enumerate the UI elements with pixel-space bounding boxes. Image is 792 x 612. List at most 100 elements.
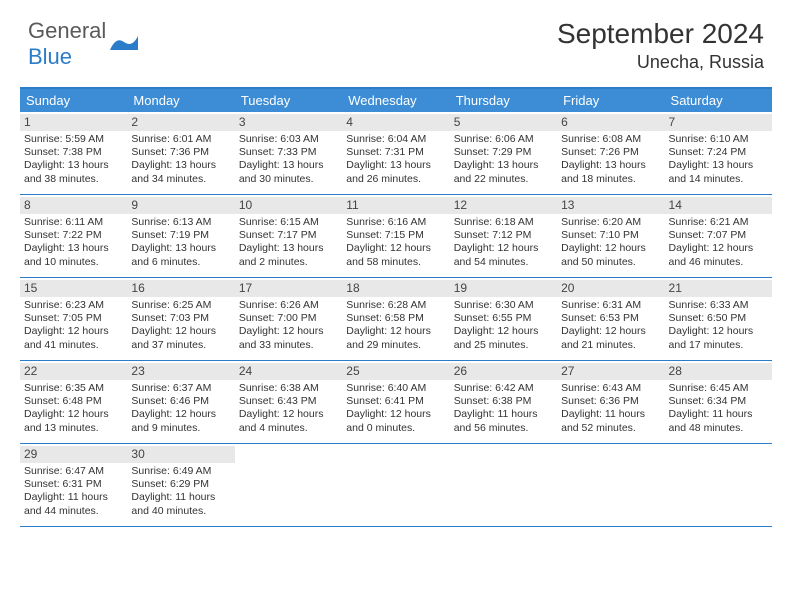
day-detail: and 30 minutes. <box>239 173 338 186</box>
day-number: 22 <box>24 364 37 378</box>
weeks-container: 1Sunrise: 5:59 AMSunset: 7:38 PMDaylight… <box>20 112 772 527</box>
day-detail: Sunset: 7:29 PM <box>454 146 553 159</box>
day-cell: 13Sunrise: 6:20 AMSunset: 7:10 PMDayligh… <box>557 195 664 277</box>
day-cell: 1Sunrise: 5:59 AMSunset: 7:38 PMDaylight… <box>20 112 127 194</box>
day-detail: Daylight: 13 hours <box>239 159 338 172</box>
day-detail: Sunrise: 6:01 AM <box>131 133 230 146</box>
day-number: 11 <box>346 198 358 212</box>
header: General Blue September 2024 Unecha, Russ… <box>0 0 792 81</box>
day-detail: Daylight: 13 hours <box>24 159 123 172</box>
day-number: 9 <box>131 198 138 212</box>
day-cell <box>450 444 557 526</box>
day-cell: 28 Sunrise: 6:45 AMSunset: 6:34 PMDayligh… <box>665 361 772 443</box>
day-cell: 12Sunrise: 6:18 AMSunset: 7:12 PMDayligh… <box>450 195 557 277</box>
day-detail: and 18 minutes. <box>561 173 660 186</box>
day-detail: Daylight: 13 hours <box>131 242 230 255</box>
daynum-row: 11 <box>342 197 449 214</box>
day-cell: 5Sunrise: 6:06 AMSunset: 7:29 PMDaylight… <box>450 112 557 194</box>
logo-word-1: General <box>28 18 106 43</box>
day-detail: Sunset: 6:48 PM <box>24 395 123 408</box>
dow-tuesday: Tuesday <box>235 89 342 112</box>
day-detail: and 9 minutes. <box>131 422 230 435</box>
daynum-row: 2 <box>127 114 234 131</box>
day-detail: and 50 minutes. <box>561 256 660 269</box>
day-detail: and 29 minutes. <box>346 339 445 352</box>
day-number: 26 <box>454 364 467 378</box>
daynum-row: 19 <box>450 280 557 297</box>
day-detail: Daylight: 12 hours <box>24 408 123 421</box>
daynum-row: 27 <box>557 363 664 380</box>
daynum-row: 22 <box>20 363 127 380</box>
dow-row: Sunday Monday Tuesday Wednesday Thursday… <box>20 89 772 112</box>
day-cell: 21Sunrise: 6:33 AMSunset: 6:50 PMDayligh… <box>665 278 772 360</box>
day-detail: Daylight: 11 hours <box>669 408 768 421</box>
daynum-row: 26 <box>450 363 557 380</box>
day-detail: Sunrise: 6:10 AM <box>669 133 768 146</box>
dow-monday: Monday <box>127 89 234 112</box>
daynum-row: 13 <box>557 197 664 214</box>
day-detail: Daylight: 12 hours <box>346 242 445 255</box>
day-number: 21 <box>669 281 682 295</box>
daynum-row: 12 <box>450 197 557 214</box>
daynum-row: 29 <box>20 446 127 463</box>
day-detail: and 34 minutes. <box>131 173 230 186</box>
day-number: 4 <box>346 115 353 129</box>
day-detail: and 52 minutes. <box>561 422 660 435</box>
daynum-row: 14 <box>665 197 772 214</box>
day-detail: and 54 minutes. <box>454 256 553 269</box>
day-detail: Sunrise: 6:49 AM <box>131 465 230 478</box>
daynum-row: 28 <box>665 363 772 380</box>
day-detail: Sunset: 7:12 PM <box>454 229 553 242</box>
day-cell <box>665 444 772 526</box>
day-detail: Sunrise: 6:08 AM <box>561 133 660 146</box>
daynum-row: 18 <box>342 280 449 297</box>
day-detail: Sunrise: 6:16 AM <box>346 216 445 229</box>
week-row: 29Sunrise: 6:47 AMSunset: 6:31 PMDayligh… <box>20 444 772 527</box>
day-detail: Sunset: 6:29 PM <box>131 478 230 491</box>
day-detail: and 26 minutes. <box>346 173 445 186</box>
day-detail: Sunrise: 6:26 AM <box>239 299 338 312</box>
daynum-row: 1 <box>20 114 127 131</box>
day-detail: and 17 minutes. <box>669 339 768 352</box>
day-detail: Sunset: 6:58 PM <box>346 312 445 325</box>
day-detail: Sunset: 7:00 PM <box>239 312 338 325</box>
day-cell: 16Sunrise: 6:25 AMSunset: 7:03 PMDayligh… <box>127 278 234 360</box>
day-detail: Sunset: 7:05 PM <box>24 312 123 325</box>
day-detail: Sunset: 7:19 PM <box>131 229 230 242</box>
day-detail: Sunrise: 6:06 AM <box>454 133 553 146</box>
day-cell: 18Sunrise: 6:28 AMSunset: 6:58 PMDayligh… <box>342 278 449 360</box>
day-number: 8 <box>24 198 31 212</box>
day-detail: and 10 minutes. <box>24 256 123 269</box>
day-cell: 7Sunrise: 6:10 AMSunset: 7:24 PMDaylight… <box>665 112 772 194</box>
day-cell: 29Sunrise: 6:47 AMSunset: 6:31 PMDayligh… <box>20 444 127 526</box>
day-detail: Daylight: 11 hours <box>24 491 123 504</box>
day-cell: 22Sunrise: 6:35 AMSunset: 6:48 PMDayligh… <box>20 361 127 443</box>
day-detail: and 22 minutes. <box>454 173 553 186</box>
day-number: 6 <box>561 115 568 129</box>
daynum-row: 16 <box>127 280 234 297</box>
day-cell: 15Sunrise: 6:23 AMSunset: 7:05 PMDayligh… <box>20 278 127 360</box>
day-detail: Sunset: 6:34 PM <box>669 395 768 408</box>
day-detail: Sunrise: 6:40 AM <box>346 382 445 395</box>
day-detail: and 38 minutes. <box>24 173 123 186</box>
day-detail: and 14 minutes. <box>669 173 768 186</box>
daynum-row: 25 <box>342 363 449 380</box>
daynum-row: 30 <box>127 446 234 463</box>
day-detail: Sunrise: 6:03 AM <box>239 133 338 146</box>
day-cell: 2Sunrise: 6:01 AMSunset: 7:36 PMDaylight… <box>127 112 234 194</box>
daynum-row: 4 <box>342 114 449 131</box>
daynum-row: 15 <box>20 280 127 297</box>
logo-word-2: Blue <box>28 44 72 69</box>
day-number: 30 <box>131 447 144 461</box>
day-cell: 23Sunrise: 6:37 AMSunset: 6:46 PMDayligh… <box>127 361 234 443</box>
day-detail: Sunrise: 6:18 AM <box>454 216 553 229</box>
day-detail: Sunrise: 6:43 AM <box>561 382 660 395</box>
day-cell <box>235 444 342 526</box>
day-detail: and 44 minutes. <box>24 505 123 518</box>
day-detail: and 2 minutes. <box>239 256 338 269</box>
day-detail: Daylight: 12 hours <box>561 325 660 338</box>
calendar: Sunday Monday Tuesday Wednesday Thursday… <box>20 87 772 527</box>
day-number: 10 <box>239 198 252 212</box>
daynum-row: 20 <box>557 280 664 297</box>
day-detail: Sunrise: 6:45 AM <box>669 382 768 395</box>
